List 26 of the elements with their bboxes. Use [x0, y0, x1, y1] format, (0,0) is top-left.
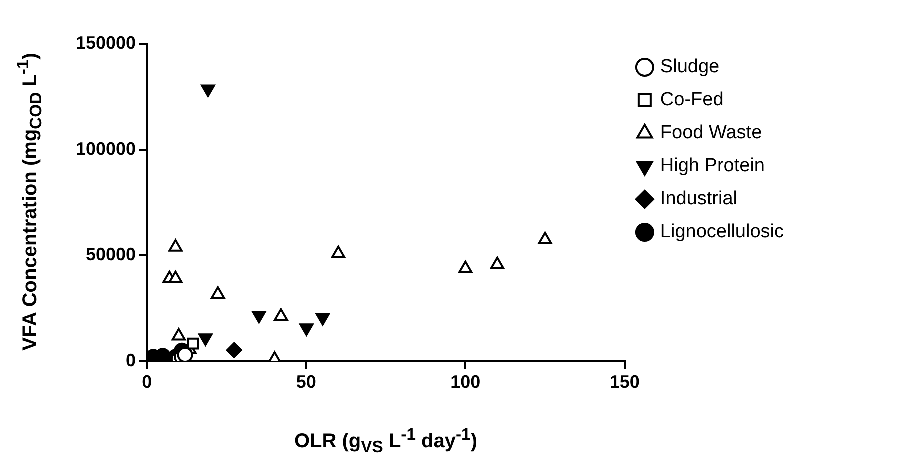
- point: [172, 328, 186, 341]
- point: [274, 308, 288, 322]
- x-tick-label: 0: [142, 372, 152, 392]
- point: [226, 342, 242, 358]
- y-tick-label: 50000: [86, 244, 136, 265]
- point: [211, 286, 226, 300]
- legend-label: High Protein: [660, 156, 765, 177]
- legend-label: Sludge: [660, 56, 720, 78]
- x-tick-label: 100: [450, 372, 481, 392]
- point: [168, 239, 183, 252]
- point: [168, 270, 183, 284]
- x-tick-label: 50: [296, 372, 316, 392]
- y-tick-label: 0: [126, 350, 136, 370]
- legend-label: Lignocellulosic: [660, 222, 784, 243]
- legend-label: Co-Fed: [660, 90, 724, 111]
- y-tick-label: 100000: [76, 138, 136, 159]
- legend-label: Industrial: [660, 188, 738, 210]
- x-axis-title: OLR (g$_{VS}$ L$^{-1}$ day$^{-1}$): [294, 425, 478, 458]
- point: [458, 260, 473, 274]
- y-tick-label: 150000: [76, 32, 136, 53]
- legend-label: Food Waste: [660, 122, 762, 144]
- point: [177, 347, 194, 362]
- x-tick-label: 150: [610, 372, 640, 392]
- point: [331, 246, 346, 258]
- point: [538, 232, 552, 244]
- point: [490, 256, 505, 270]
